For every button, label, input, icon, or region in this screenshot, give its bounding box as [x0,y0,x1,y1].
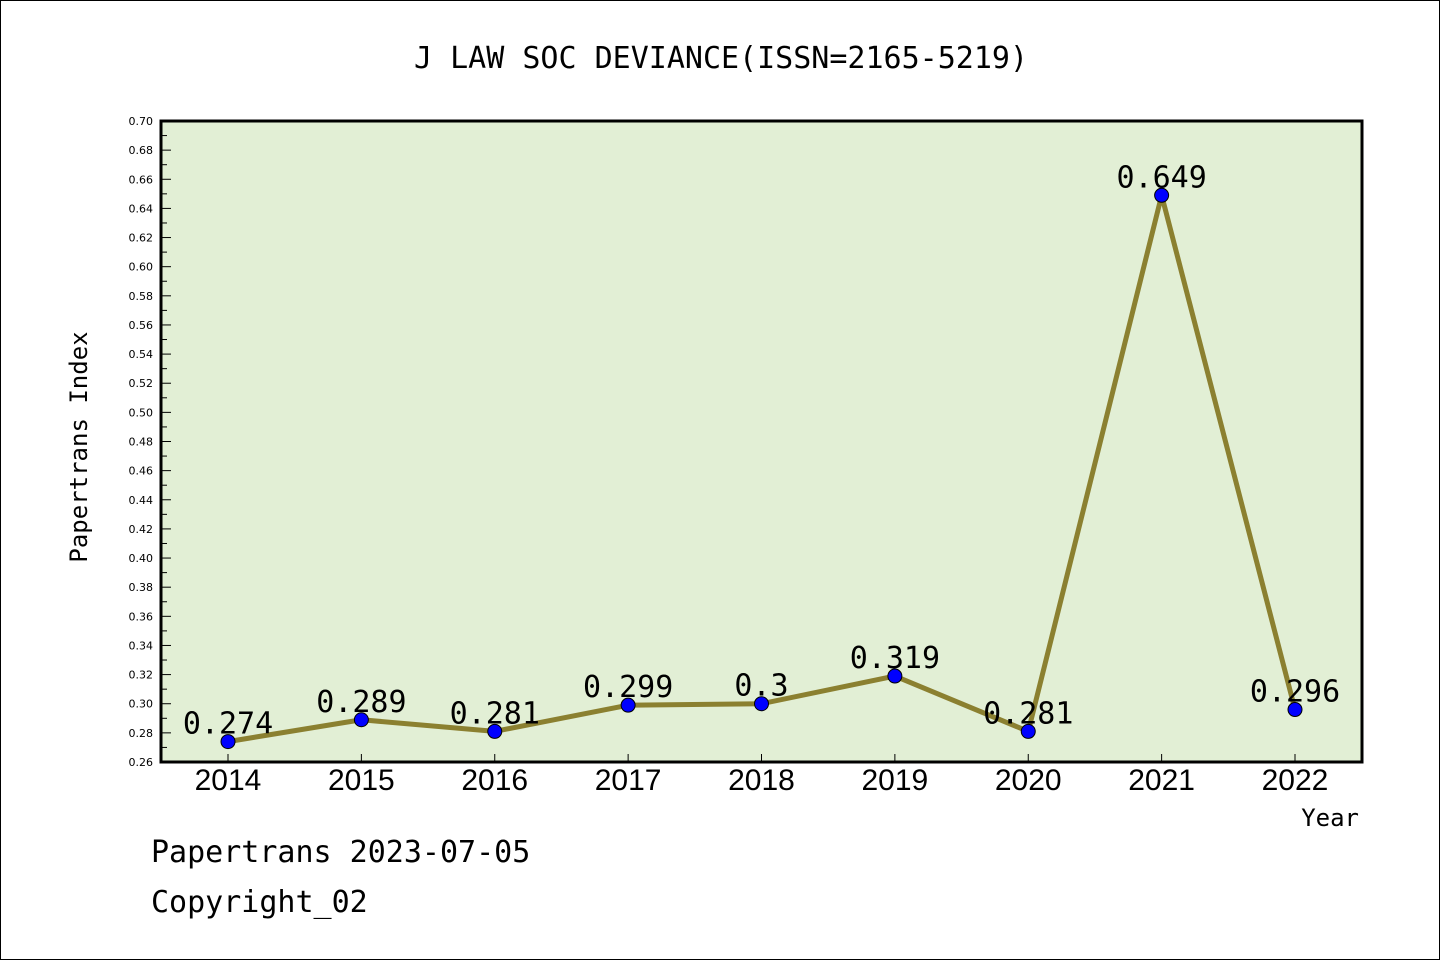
data-points [220,187,1303,750]
x-tick-label: 2014 [195,764,262,797]
y-tick-label: 0.34 [129,639,154,652]
y-tick-label: 0.70 [129,115,154,128]
data-label: 0.299 [583,670,673,705]
y-axis: 0.26 0.28 0.30 0.32 0.34 0.36 0.38 0.40 0.42 0.44… [129,115,171,769]
y-tick-label: 0.36 [129,610,154,623]
y-tick-label: 0.64 [129,202,154,215]
y-axis-label: Papertrans Index [65,331,93,562]
y-tick-label: 0.66 [129,173,154,186]
y-tick-label: 0.38 [129,581,154,594]
y-tick-label: 0.42 [129,523,154,536]
data-point [353,712,369,728]
data-label: 0.281 [450,696,540,731]
x-axis-label: Year [1301,804,1359,832]
y-tick-label: 0.54 [129,348,154,361]
x-tick-label: 2015 [328,764,395,797]
y-tick-label: 0.50 [129,406,154,419]
y-tick-label: 0.26 [129,756,154,769]
data-label: 0.281 [983,696,1073,731]
y-tick-label: 0.58 [129,290,154,303]
y-tick-label: 0.48 [129,436,154,449]
x-tick-label: 2021 [1128,764,1195,797]
data-point [887,668,903,684]
data-point [620,697,636,713]
y-tick-label: 0.52 [129,377,154,390]
x-tick-label: 2018 [728,764,795,797]
data-point [754,696,769,712]
x-axis: 2014 2015 2016 2017 2018 2019 2020 2021 2022 [195,754,1329,797]
x-tick-label: 2020 [995,764,1062,797]
x-tick-label: 2017 [595,764,662,797]
y-tick-label: 0.28 [129,727,154,740]
x-tick-label: 2022 [1262,764,1329,797]
data-label: 0.3 [734,669,788,704]
footer-date: Papertrans 2023-07-05 [151,835,531,870]
y-tick-label: 0.56 [129,319,154,332]
footer-copyright: Copyright_02 [151,885,368,920]
plot-area [159,119,1364,764]
y-tick-label: 0.44 [129,494,154,507]
data-label: 0.649 [1116,160,1206,195]
y-tick-label: 0.60 [129,261,154,274]
y-tick-label: 0.32 [129,669,154,682]
data-point [1287,702,1303,718]
data-point [487,723,503,739]
chart-title: J LAW SOC DEVIANCE(ISSN=2165-5219) [414,41,1028,76]
y-tick-label: 0.46 [129,465,154,478]
data-point [220,734,236,750]
x-tick-label: 2019 [862,764,929,797]
x-tick-label: 2016 [461,764,528,797]
data-labels: 0.274 0.289 0.281 0.299 0.3 0.319 0.281 0.649 0.… [183,160,1340,741]
data-label: 0.319 [850,641,940,676]
data-point [1154,187,1170,203]
data-label: 0.289 [316,685,406,720]
y-tick-label: 0.68 [129,144,154,157]
y-tick-label: 0.40 [129,552,154,565]
y-tick-label: 0.62 [129,232,154,245]
data-label: 0.296 [1250,675,1340,710]
data-label: 0.274 [183,707,273,742]
y-tick-label: 0.30 [129,698,154,711]
data-point [1020,723,1036,739]
